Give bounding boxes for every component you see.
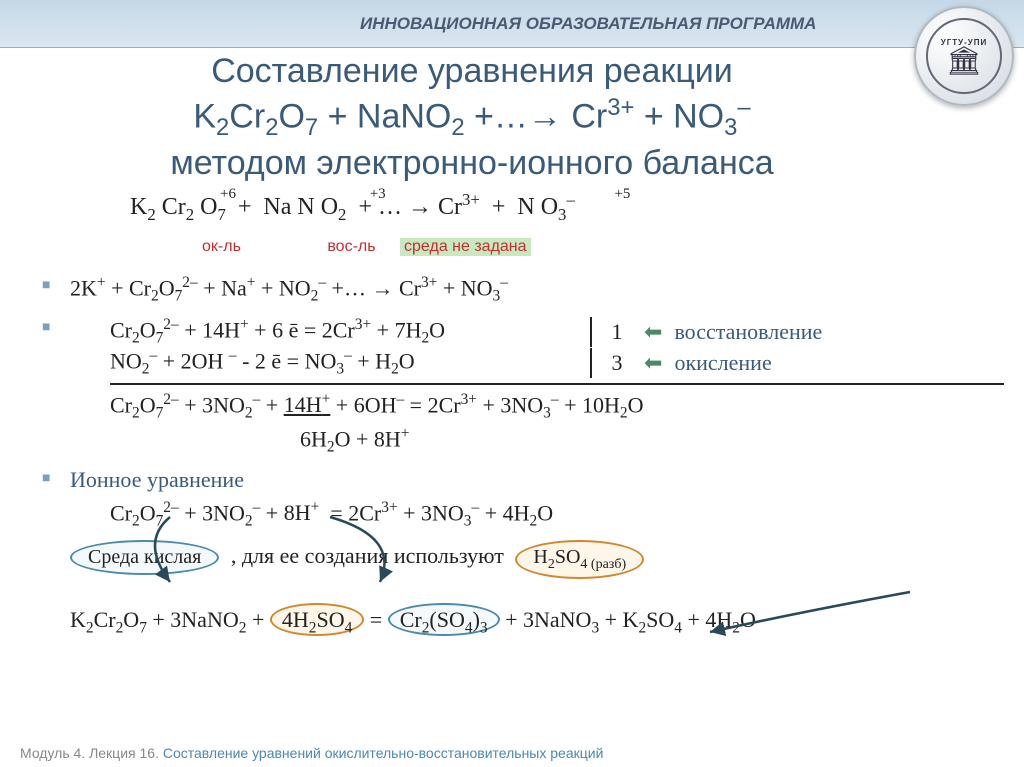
oxstate-n2: +5 [614,186,630,202]
env-mid-text: , для ее создания используют [231,543,504,568]
title-line3: методом электронно-ионного баланса [60,142,884,185]
half-bar [590,317,592,347]
slide-title: Составление уравнения реакции K2Cr2O7 + … [60,50,884,185]
final-p3: + 3NaNO3 + K2SO4 + 4H2O [505,607,756,632]
arrow-left-icon: ⬅ [644,319,662,345]
arrow-left-icon: ⬅ [644,350,662,376]
sum-equation: Cr2O72– + 3NO2– + 14H+ + 6OH– = 2Cr3+ + … [110,391,1004,423]
final-eq-sign: = [370,607,388,632]
final-equation: K2Cr2O7 + 3NaNO2 + 4H2SO4 = Cr2(SO4)3 + … [70,607,1004,637]
role-oxidizer: ок-ль [202,238,241,256]
bullet-ionic-dissoc: 2K+ + Cr2O72– + Na+ + NO2– +… → Cr3+ + N… [70,274,1004,306]
footer: Модуль 4. Лекция 16. Составление уравнен… [20,745,603,761]
logo-building-icon: 🏛 [946,47,982,75]
ionic-equation: Cr2O72– + 3NO2– + 8H+ = 2Cr3+ + 3NO3– + … [110,499,1004,531]
program-label: ИННОВАЦИОННАЯ ОБРАЗОВАТЕЛЬНАЯ ПРОГРАММА [360,14,816,34]
final-h2so4: 4H2SO4 [270,603,364,636]
half-coef-1: 1 [602,319,632,345]
ionic-section-label: Ионное уравнение [70,467,1004,493]
footer-module: Модуль 4. Лекция 16. [20,745,159,761]
oval-acidic-env: Среда кислая [70,540,219,575]
university-logo: УГТУ-УПИ 🏛 [914,6,1014,106]
half-label-2: окисление [674,350,771,376]
labeled-reaction: K2 Cr2 O7 + Na N O2 + … → Cr3+ + N O3– [130,190,575,225]
title-line2: K2Cr2O7 + NaNO2 +…→ Cr3+ + NO3– [60,93,884,143]
half-bar [590,348,592,378]
half-label-1: восстановление [674,319,822,345]
half-reaction-2: NO2– + 2OH – - 2 ē = NO3– + H2O 3 ⬅ окис… [110,347,1004,385]
role-env: среда не задана [400,238,531,256]
final-p1: K2Cr2O7 + 3NaNO2 + [70,607,270,632]
content-area: 2K+ + Cr2O72– + Na+ + NO2– +… → Cr3+ + N… [40,270,1004,638]
final-crso4: Cr2(SO4)3 [388,603,500,636]
role-row: ок-ль вос-ль среда не задана [180,238,531,256]
oval-h2so4: H2SO4 (разб) [515,540,644,579]
half-reaction-1: Cr2O72– + 14H+ + 6 ē = 2Cr3+ + 7H2O 1 ⬅ … [110,316,1004,348]
half-eq-2: NO2– + 2OH – - 2 ē = NO3– + H2O [110,347,580,379]
half-coef-2: 3 [602,350,632,376]
half-reaction-table: Cr2O72– + 14H+ + 6 ē = 2Cr3+ + 7H2O 1 ⬅ … [110,316,1004,385]
half-eq-1: Cr2O72– + 14H+ + 6 ē = 2Cr3+ + 7H2O [110,316,580,348]
role-reducer: вос-ль [327,238,375,256]
title-line1: Составление уравнения реакции [60,50,884,93]
env-row: Среда кислая , для ее создания использую… [70,540,1004,579]
sub-equation: 6H2O + 8H+ [300,425,1004,457]
footer-topic: Составление уравнений окислительно-восст… [163,745,604,761]
